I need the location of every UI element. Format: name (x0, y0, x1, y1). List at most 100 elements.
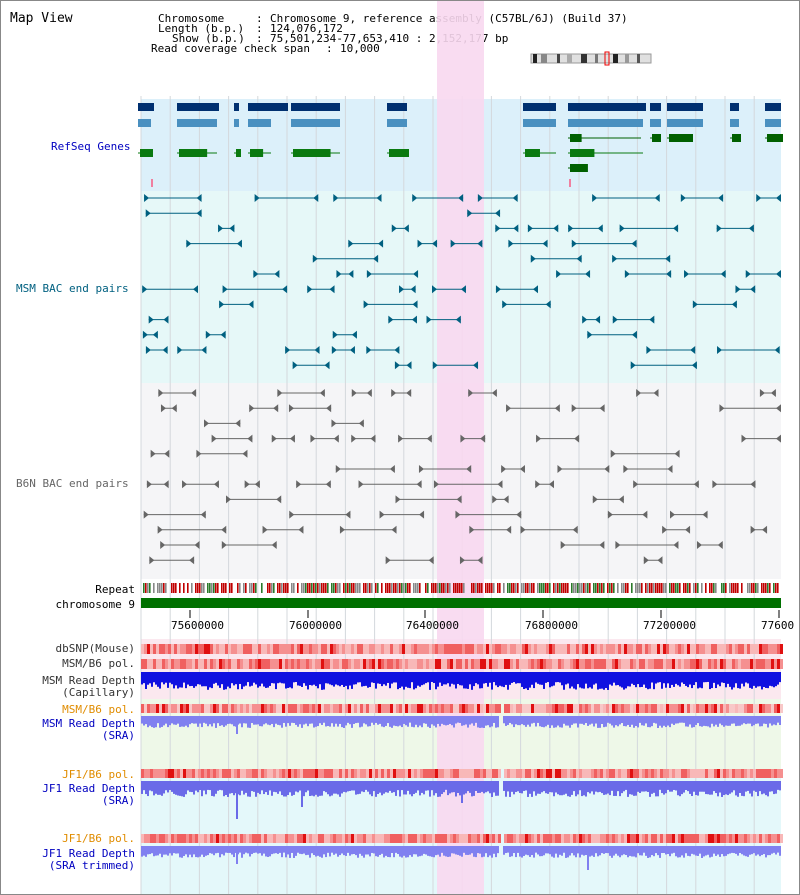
pol-cell (459, 834, 462, 843)
repeat-mark (541, 583, 543, 593)
pol-cell (771, 769, 774, 778)
pol-cell (213, 704, 216, 713)
depth-bar (155, 672, 157, 685)
pol-cell (330, 704, 333, 713)
depth-bar (161, 716, 163, 727)
pol-cell (588, 644, 591, 654)
repeat-mark (201, 583, 203, 593)
pol-cell (345, 704, 348, 713)
depth-bar (329, 846, 331, 857)
pol-cell (321, 644, 324, 654)
repeat-mark (199, 583, 201, 593)
depth-bar (255, 781, 257, 797)
pol-cell (684, 769, 687, 778)
b6n-bac-pair-end (776, 434, 781, 443)
depth-bar (715, 781, 717, 794)
depth-bar (641, 781, 643, 792)
b6n-bac-pair-end (642, 510, 648, 519)
repeat-mark (543, 583, 545, 593)
pol-cell (276, 644, 279, 654)
depth-bar (417, 672, 419, 686)
depth-bar (631, 672, 633, 684)
axis-tick-label: 76800000 (525, 619, 578, 632)
depth-bar (285, 781, 287, 797)
pol-cell (594, 769, 597, 778)
repeat-mark (449, 583, 451, 593)
pol-cell (540, 704, 543, 713)
pol-cell (741, 659, 744, 669)
depth-bar (231, 846, 233, 855)
depth-bar (193, 846, 195, 855)
pol-cell (537, 769, 540, 778)
depth-bar (597, 716, 599, 728)
depth-bar (217, 672, 219, 686)
depth-bar (735, 716, 737, 727)
jf1-depth-trim-sublabel: (SRA trimmed) (48, 859, 135, 872)
pol-cell (612, 659, 615, 669)
pol-cell (369, 834, 372, 843)
depth-bar (777, 781, 779, 790)
repeat-mark (337, 583, 339, 593)
depth-bar (205, 781, 207, 795)
depth-bar (509, 672, 511, 685)
repeat-mark (735, 583, 737, 593)
pol-cell (354, 644, 357, 654)
pol-cell (759, 769, 762, 778)
depth-bar (705, 716, 707, 727)
repeat-mark (195, 583, 197, 593)
pol-cell (258, 704, 261, 713)
repeat-mark (145, 583, 147, 593)
pol-cell (726, 704, 729, 713)
depth-bar (559, 781, 561, 796)
depth-bar (343, 672, 345, 688)
pol-cell (393, 769, 396, 778)
pol-cell (510, 644, 513, 654)
pol-cell (534, 769, 537, 778)
pol-cell (267, 834, 270, 843)
msm-bac-pair-end (410, 285, 416, 294)
depth-bar (405, 672, 407, 687)
depth-bar (397, 846, 399, 855)
msm-bac-pair-end (587, 330, 593, 339)
b6n-bac-pair-end (643, 556, 649, 565)
pol-cell (663, 834, 666, 843)
depth-bar (163, 781, 165, 794)
msm-bac-pair-end (495, 224, 501, 233)
pol-cell (366, 834, 369, 843)
repeat-mark (561, 583, 563, 593)
pol-cell (411, 834, 414, 843)
depth-bar (241, 672, 243, 690)
depth-bar (551, 716, 553, 726)
pol-cell (633, 704, 636, 713)
depth-bar (201, 781, 203, 797)
depth-bar (621, 846, 623, 856)
pol-cell (312, 769, 315, 778)
repeat-mark (455, 583, 457, 593)
pol-cell (201, 769, 204, 778)
repeat-mark (217, 583, 219, 593)
pol-cell (312, 659, 315, 669)
msm-bac-pair-end (282, 285, 288, 294)
depth-bar (733, 672, 735, 688)
b6n-bac-pair-end (158, 389, 164, 397)
msm-bac-pair-end (495, 285, 501, 294)
depth-bar (363, 846, 365, 858)
depth-bar (319, 672, 321, 685)
depth-bar (255, 716, 257, 725)
pol-cell (432, 644, 435, 654)
depth-bar (357, 716, 359, 723)
pol-cell (753, 769, 756, 778)
pol-cell (654, 834, 657, 843)
pol-cell (327, 704, 330, 713)
depth-bar (457, 846, 459, 855)
depth-bar (717, 672, 719, 685)
msm-bac-pair-end (145, 209, 151, 218)
pol-cell (198, 644, 201, 654)
depth-bar (483, 781, 485, 794)
depth-bar (651, 781, 653, 794)
pol-cell (747, 769, 750, 778)
depth-bar (305, 781, 307, 793)
pol-cell (411, 659, 414, 669)
pol-cell (546, 644, 549, 654)
